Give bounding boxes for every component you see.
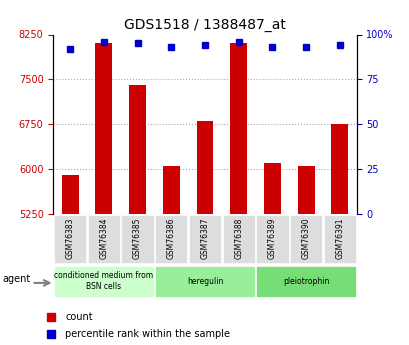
Text: GSM76390: GSM76390 xyxy=(301,217,310,259)
Bar xyxy=(129,85,146,214)
Text: percentile rank within the sample: percentile rank within the sample xyxy=(65,329,230,339)
Bar xyxy=(196,121,213,214)
Bar xyxy=(297,166,314,214)
Text: GSM76384: GSM76384 xyxy=(99,217,108,259)
Text: GSM76387: GSM76387 xyxy=(200,217,209,259)
Text: GSM76386: GSM76386 xyxy=(166,217,175,259)
Title: GDS1518 / 1388487_at: GDS1518 / 1388487_at xyxy=(124,18,285,32)
FancyBboxPatch shape xyxy=(155,215,187,264)
FancyBboxPatch shape xyxy=(289,215,321,264)
Text: pleiotrophin: pleiotrophin xyxy=(282,277,328,286)
Text: GSM76391: GSM76391 xyxy=(335,217,344,259)
FancyBboxPatch shape xyxy=(54,266,153,297)
Text: GSM76388: GSM76388 xyxy=(234,217,243,259)
FancyBboxPatch shape xyxy=(323,215,355,264)
FancyBboxPatch shape xyxy=(222,215,254,264)
FancyBboxPatch shape xyxy=(189,215,220,264)
Text: agent: agent xyxy=(3,275,31,284)
FancyBboxPatch shape xyxy=(256,215,288,264)
FancyBboxPatch shape xyxy=(54,215,86,264)
Bar xyxy=(230,43,247,214)
Bar xyxy=(95,43,112,214)
Bar xyxy=(330,124,347,214)
FancyBboxPatch shape xyxy=(256,266,355,297)
Text: heregulin: heregulin xyxy=(187,277,222,286)
Text: GSM76385: GSM76385 xyxy=(133,217,142,259)
Text: count: count xyxy=(65,312,93,322)
Bar xyxy=(162,166,179,214)
Bar xyxy=(62,175,79,214)
Text: GSM76389: GSM76389 xyxy=(267,217,276,259)
FancyBboxPatch shape xyxy=(88,215,120,264)
Text: conditioned medium from
BSN cells: conditioned medium from BSN cells xyxy=(54,272,153,291)
Text: GSM76383: GSM76383 xyxy=(65,217,74,259)
FancyBboxPatch shape xyxy=(121,215,153,264)
Bar xyxy=(263,163,280,214)
FancyBboxPatch shape xyxy=(155,266,254,297)
